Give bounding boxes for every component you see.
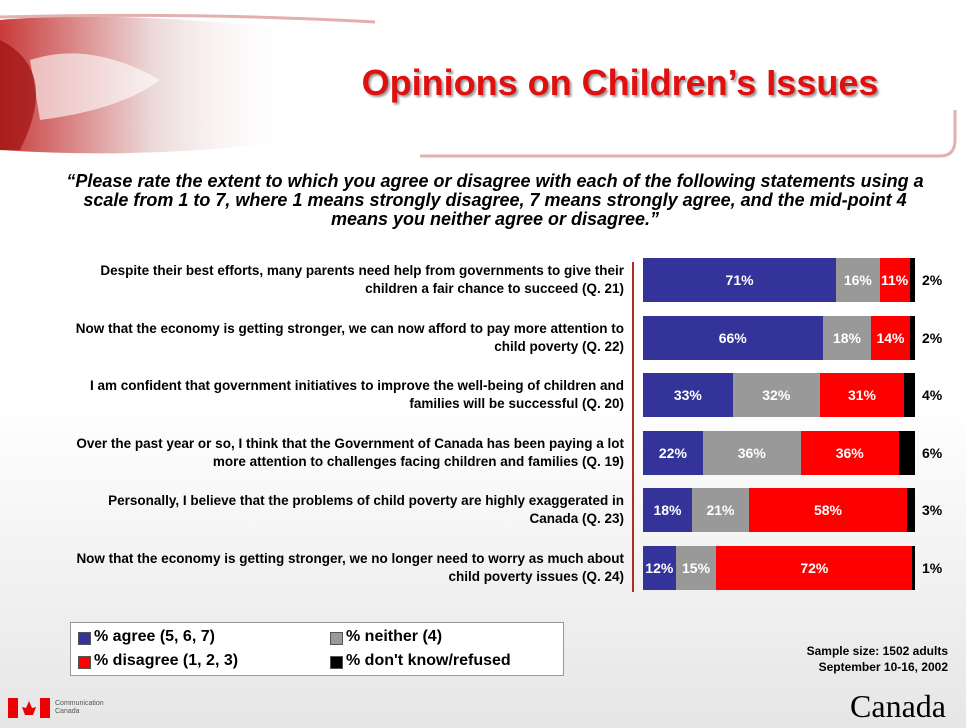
value-label: 12% xyxy=(645,559,674,576)
legend-label: % don't know/refused xyxy=(346,652,511,669)
category-label: Now that the economy is getting stronger… xyxy=(75,320,624,354)
value-label: 72% xyxy=(800,559,829,576)
category-label: I am confident that government initiativ… xyxy=(89,378,624,411)
value-label: 4% xyxy=(922,387,943,403)
legend-swatch xyxy=(78,632,91,645)
question-text: “Please rate the extent to which you agr… xyxy=(66,171,924,229)
legend-swatch xyxy=(78,656,91,669)
value-label: 31% xyxy=(847,387,876,403)
header-decoration xyxy=(0,13,957,158)
value-label: 2% xyxy=(922,329,943,346)
value-label: 71% xyxy=(725,272,754,288)
bar-segment xyxy=(643,488,692,532)
bar-segment xyxy=(800,430,899,475)
flag-logo xyxy=(8,698,50,718)
value-label: 33% xyxy=(673,387,702,403)
value-label: 16% xyxy=(843,272,872,288)
bar-segment xyxy=(898,430,915,475)
bar-segment xyxy=(643,315,823,360)
value-label: 32% xyxy=(762,387,791,403)
axis-line xyxy=(632,262,634,592)
bar-segment xyxy=(822,315,872,360)
value-label: 1% xyxy=(922,559,943,576)
value-label: 6% xyxy=(922,444,943,461)
bar-segment xyxy=(819,373,905,417)
bar-segment xyxy=(643,545,676,590)
bar-segment xyxy=(912,545,915,590)
bar-segment xyxy=(702,430,801,475)
bar-segment xyxy=(909,315,915,360)
bar-segment xyxy=(716,545,913,590)
value-label: 18% xyxy=(653,502,682,518)
note: Sample size: 1502 adults xyxy=(806,644,948,658)
value-label: 3% xyxy=(922,502,943,518)
bar-segment xyxy=(879,258,910,302)
category-label: Despite their best efforts, many parents… xyxy=(100,263,624,296)
legend-swatch xyxy=(330,656,343,669)
bar-segment xyxy=(643,373,733,417)
bar-segment xyxy=(836,258,880,302)
value-label: 15% xyxy=(682,559,711,576)
bar-segment xyxy=(691,488,750,532)
bar-segment xyxy=(643,258,837,302)
value-label: 36% xyxy=(835,444,864,461)
value-label: 11% xyxy=(880,272,909,288)
bar-segment xyxy=(675,545,717,590)
wordmark: Canada xyxy=(850,688,946,724)
category-label: Over the past year or so, I think that t… xyxy=(76,435,624,469)
value-label: 22% xyxy=(658,444,687,461)
value-label: 66% xyxy=(718,329,747,346)
bar-segment xyxy=(904,373,915,417)
bar-segment xyxy=(643,430,703,475)
value-label: 58% xyxy=(813,502,842,518)
legend-swatch xyxy=(330,632,343,645)
department-name: Communication Canada xyxy=(55,700,104,715)
bar-segment xyxy=(909,258,915,302)
value-label: 36% xyxy=(737,444,766,461)
legend-label: % disagree (1, 2, 3) xyxy=(94,652,239,669)
value-label: 18% xyxy=(832,329,861,346)
category-label: Now that the economy is getting stronger… xyxy=(76,550,624,584)
value-label: 2% xyxy=(922,272,943,288)
chart-title: Opinions on Children’s Issues xyxy=(361,62,879,103)
legend xyxy=(70,622,564,676)
bar-segment xyxy=(749,488,907,532)
bar-segment xyxy=(732,373,820,417)
legend-label: % neither (4) xyxy=(346,628,443,645)
value-label: 14% xyxy=(876,329,905,346)
value-label: 21% xyxy=(706,502,735,518)
legend-label: % agree (5, 6, 7) xyxy=(94,628,215,645)
bar-segment xyxy=(871,315,910,360)
note: September 10-16, 2002 xyxy=(818,660,948,674)
category-label: Personally, I believe that the problems … xyxy=(108,493,624,526)
bar-segment xyxy=(906,488,915,532)
